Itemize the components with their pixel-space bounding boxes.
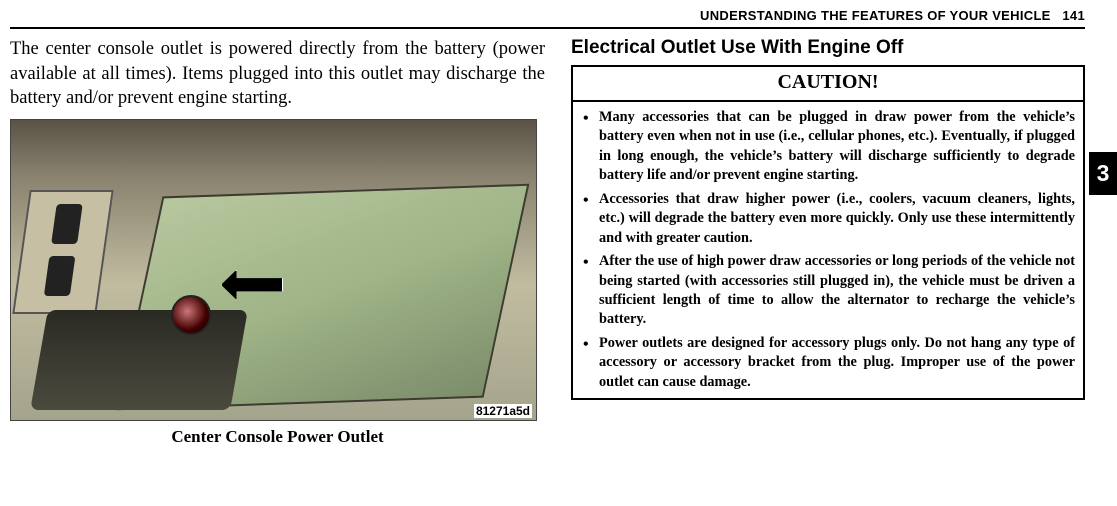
caution-box: CAUTION! Many accessories that can be pl…	[571, 65, 1085, 400]
list-item: Power outlets are designed for accessory…	[581, 334, 1075, 392]
center-console-photo: 81271a5d	[10, 119, 537, 421]
list-item: Many accessories that can be plugged in …	[581, 108, 1075, 186]
chapter-number: 3	[1097, 160, 1110, 187]
rocker-switch-icon	[51, 204, 83, 244]
body-paragraph: The center console outlet is powered dir…	[10, 37, 545, 111]
list-item: Accessories that draw higher power (i.e.…	[581, 190, 1075, 248]
list-item: After the use of high power draw accesso…	[581, 252, 1075, 330]
console-tray	[30, 310, 248, 410]
power-outlet-icon	[171, 295, 211, 335]
section-title: UNDERSTANDING THE FEATURES OF YOUR VEHIC…	[700, 8, 1051, 23]
chapter-thumb-tab: 3	[1089, 152, 1117, 195]
left-column: The center console outlet is powered dir…	[10, 37, 545, 447]
image-reference: 81271a5d	[474, 404, 532, 418]
figure-caption: Center Console Power Outlet	[10, 427, 545, 447]
switch-panel	[12, 190, 113, 314]
callout-arrow-icon	[221, 270, 283, 300]
rocker-switch-icon	[44, 256, 76, 296]
header-rule	[10, 27, 1085, 29]
right-column: Electrical Outlet Use With Engine Off CA…	[571, 37, 1085, 447]
section-heading: Electrical Outlet Use With Engine Off	[571, 37, 1085, 59]
caution-title: CAUTION!	[573, 67, 1083, 102]
caution-list: Many accessories that can be plugged in …	[573, 102, 1083, 398]
page-number: 141	[1062, 8, 1085, 23]
running-head: UNDERSTANDING THE FEATURES OF YOUR VEHIC…	[10, 8, 1085, 23]
